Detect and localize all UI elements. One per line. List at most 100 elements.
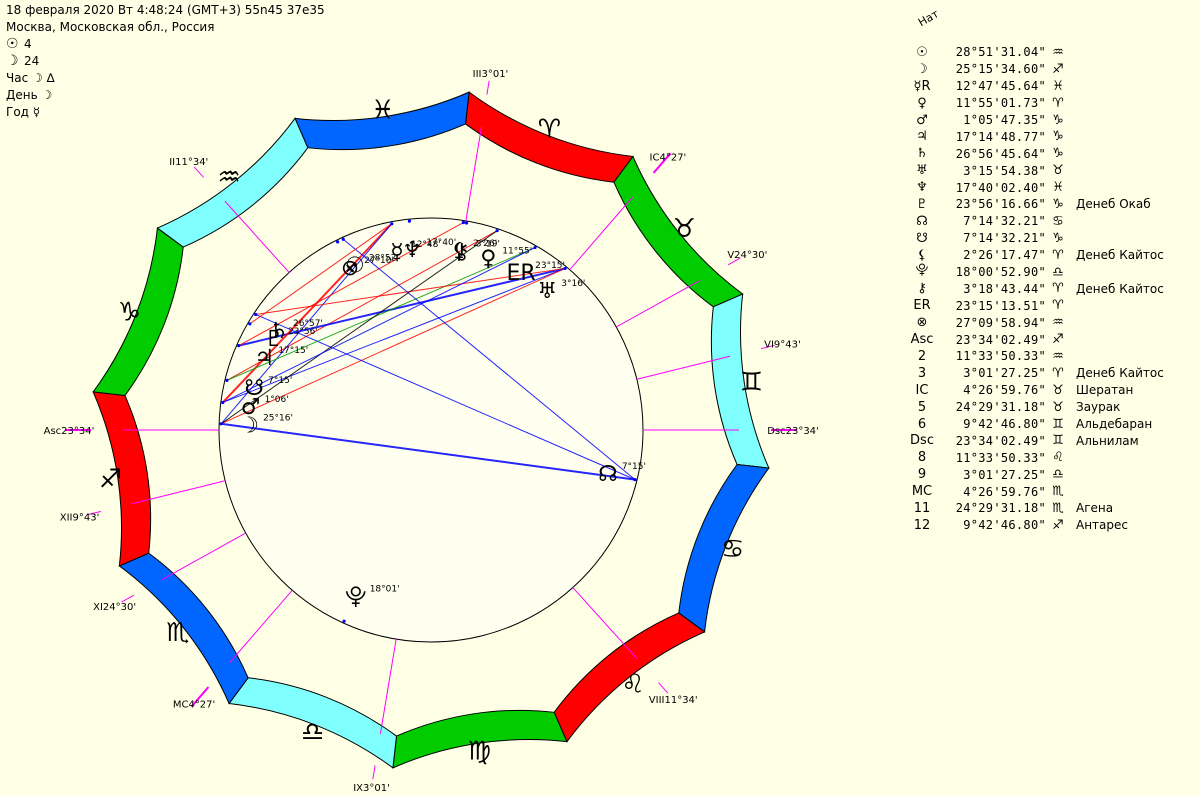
sign-glyph: ♉ [1052,399,1064,415]
planet-row[interactable]: ♀ 11°55'01.73" ♈ [910,95,1164,112]
planet-row[interactable]: 3 3°01'27.25" ♈ Денеб Кайтос [910,365,1164,382]
natal-chart-wheel[interactable]: ♈ ♉ ♊ ♋ ♌ ♍ ♎ ♏ ♐ ♑ ♒ ♓ Asc23°34' II11°34' III3°01' IC4… [0,0,900,796]
planet-row[interactable]: Dsc 23°34'02.49" ♊ Альнилам [910,432,1164,449]
house-cusp-tick [727,257,741,266]
sign-glyph: ♈ [1052,95,1064,111]
planet-row[interactable]: 8 11°33'50.33" ♌ [910,449,1164,466]
house-cusp-tick [486,80,490,95]
planet-row[interactable]: ♃ 17°14'48.77" ♑ [910,128,1164,145]
planet-positions-table: ☉ 28°51'31.04" ♒ ☽ 25°15'34.60" ♐ ☿R 12°47'45.6… [910,44,1164,534]
planet-degree-label: 27°10' [364,256,394,266]
planet-dot [254,312,258,317]
planet-dot [464,221,469,225]
planet-glyph: ♀ [917,95,927,111]
planet-dot [563,266,567,271]
planet-row[interactable]: ⊗ 27°09'58.94" ♒ [910,314,1164,331]
planet-glyph: ♅ [916,163,928,179]
planet-row[interactable]: 2 11°33'50.33" ♒ [910,348,1164,365]
planet-row[interactable]: 11 24°29'31.18" ♏ Агена [910,500,1164,517]
aspect-line [222,267,566,403]
planet-row[interactable]: ER 23°15'13.51" ♈ [910,297,1164,314]
planet-glyph: ER [913,298,931,314]
sign-glyph: ♈ [1052,298,1064,314]
planet-row[interactable]: ⯓ 18°00'52.90" ♎ [910,263,1164,281]
planet-glyph: ♅ [537,279,557,304]
position-value: 23°56'16.66" [955,197,1046,212]
planet-row[interactable]: 12 9°42'46.80" ♐ Антарес [910,517,1164,534]
aspect-line [222,247,536,403]
planet-degree-label: 1°06' [265,395,289,405]
planet-row[interactable]: ☋ 7°14'32.21" ♑ [910,230,1164,247]
planet-row[interactable]: ☿R 12°47'45.64" ♓ [910,78,1164,95]
aspect-line [238,222,464,347]
location-line: Москва, Московская обл., Россия [6,20,215,34]
planet-glyph: ♆ [916,180,928,196]
planet-row[interactable]: ♂ 1°05'47.35" ♑ [910,112,1164,129]
planet-row[interactable]: ☊ 7°14'32.21" ♋ [910,213,1164,230]
planet-row[interactable]: MC 4°26'59.76" ♏ [910,483,1164,500]
planet-dot [633,478,637,482]
planet-row[interactable]: ♅ 3°15'54.38" ♉ [910,162,1164,179]
aspect-line [238,267,566,347]
position-value: 7°14'32.21" [963,214,1046,229]
house-cusp-tick [372,765,376,780]
zodiac-sign-glyph: ♒ [217,163,240,193]
planet-row[interactable]: Asc 23°34'02.49" ♐ [910,331,1164,348]
house-cusp-line [636,355,731,380]
house-cusp-label: Dsc23°34' [767,426,819,437]
fixed-star-name: Денеб Кайтос [1076,281,1164,296]
house-cusp-label: VI9°43' [764,339,801,350]
fixed-star-name: Агена [1076,501,1114,516]
planet-row[interactable]: 6 9°42'46.80" ♊ Альдебаран [910,416,1164,433]
planet-row[interactable]: 9 3°01'27.25" ♎ [910,466,1164,483]
sign-glyph: ♑ [1052,129,1064,145]
house-cusp-label: III3°01' [473,69,509,80]
position-value: 12°47'45.64" [955,79,1046,94]
aspect-line [226,247,536,381]
house-cusp-label: V24°30' [727,250,767,261]
zodiac-sign-glyph: ♋ [721,534,744,564]
planet-glyph: ♃ [254,346,274,371]
house-cusp-line [131,480,226,505]
position-value: 1°05'47.35" [963,113,1046,127]
planet-glyph: 5 [917,399,927,415]
zodiac-sign-glyph: ♎ [301,718,324,748]
aspect-line [342,238,636,481]
day-ruler-row: День ☽ [6,88,53,102]
sun-icon: ☉ [6,36,19,52]
planet-row[interactable]: ♄ 26°56'45.64" ♑ [910,145,1164,162]
house-cusp-tick [760,344,775,350]
planet-dot [533,245,537,250]
position-value: 9°42'46.80" [963,417,1046,432]
planet-degree-label: 2°26' [473,239,497,249]
aspect-line [220,230,498,425]
sign-glyph: ♓ [1052,78,1064,94]
sign-glyph: ♈ [1052,365,1064,381]
planet-row[interactable]: 5 24°29'31.18" ♉ Заурак [910,399,1164,416]
planet-row[interactable]: IC 4°26'59.76" ♉ Шератан [910,382,1164,399]
planet-row[interactable]: ⚷ 3°18'43.44" ♈ Денеб Кайтос [910,280,1164,297]
planet-row[interactable]: ♆ 17°40'02.40" ♓ [910,179,1164,196]
zodiac-sign-glyph: ♌ [621,669,644,699]
planet-dot [237,344,241,348]
planet-glyph: ⚸ [917,247,927,263]
zodiac-sign-glyph: ♉ [673,214,696,244]
zodiac-sign-glyph: ♏ [166,618,189,648]
planet-glyph: ⊗ [916,315,928,331]
house-cusp-label: IX3°01' [353,783,390,794]
planet-glyph: ♇ [264,327,284,352]
planet-dot [495,229,499,233]
planet-dot [341,237,345,241]
planet-dot [461,220,465,225]
position-value: 3°18'43.44" [963,281,1046,296]
position-value: 3°01'27.25" [963,366,1046,381]
sign-glyph: ♓ [1052,180,1064,196]
planet-glyph: ⚸ [451,239,467,264]
house-cusp-label: MC4°27' [173,700,215,711]
planet-row[interactable]: ♇ 23°56'16.66" ♑ Денеб Окаб [910,196,1164,213]
planet-row[interactable]: ☽ 25°15'34.60" ♐ [910,61,1164,78]
planet-row[interactable]: ⚸ 2°26'17.47" ♈ Денеб Кайтос [910,247,1164,264]
planet-row[interactable]: ☉ 28°51'31.04" ♒ [910,44,1164,61]
planet-glyph: ☋ [916,230,928,246]
house-cusp-line [229,589,293,664]
